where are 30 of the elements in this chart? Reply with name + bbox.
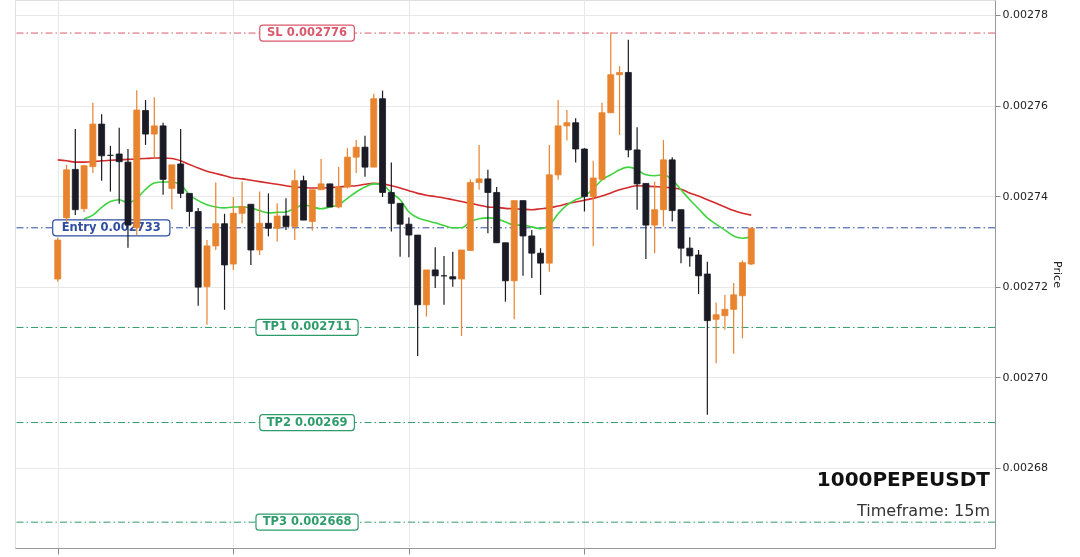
text: Timeframe: 15m [855,501,990,520]
y-tick-label: 0.00276 [1002,99,1048,113]
candlestick [326,183,334,208]
candlestick [695,249,702,295]
ref-line-label: TP3 0.002668 [262,514,352,529]
candlestick [282,197,290,231]
candlestick [651,181,659,254]
text: 1000PEPEUSDT [816,467,991,491]
y-tick-label: 0.00270 [1002,370,1048,384]
candlestick [150,96,158,159]
candlestick [361,135,369,178]
candlestick [273,202,281,242]
y-tick-label: 0.00274 [1002,189,1048,203]
y-tick-label: 0.00272 [1002,280,1048,294]
candlestick [142,99,149,146]
y-axis-title: Price [1050,261,1064,289]
candlestick [186,192,193,228]
candlestick [168,164,176,210]
candlestick [335,166,343,209]
candlestick [449,251,457,288]
candlestick [616,65,623,136]
candlestick [537,247,544,296]
ref-line-label: SL 0.002776 [267,25,348,40]
y-tick-label: 0.00268 [1002,461,1048,475]
ref-line-label: TP1 0.002711 [262,319,352,334]
candlestick [265,192,272,238]
y-tick-label: 0.00278 [1002,8,1048,22]
ref-line-label: TP2 0.00269 [266,414,348,429]
candlestick [352,139,360,174]
candlestick [431,246,439,289]
